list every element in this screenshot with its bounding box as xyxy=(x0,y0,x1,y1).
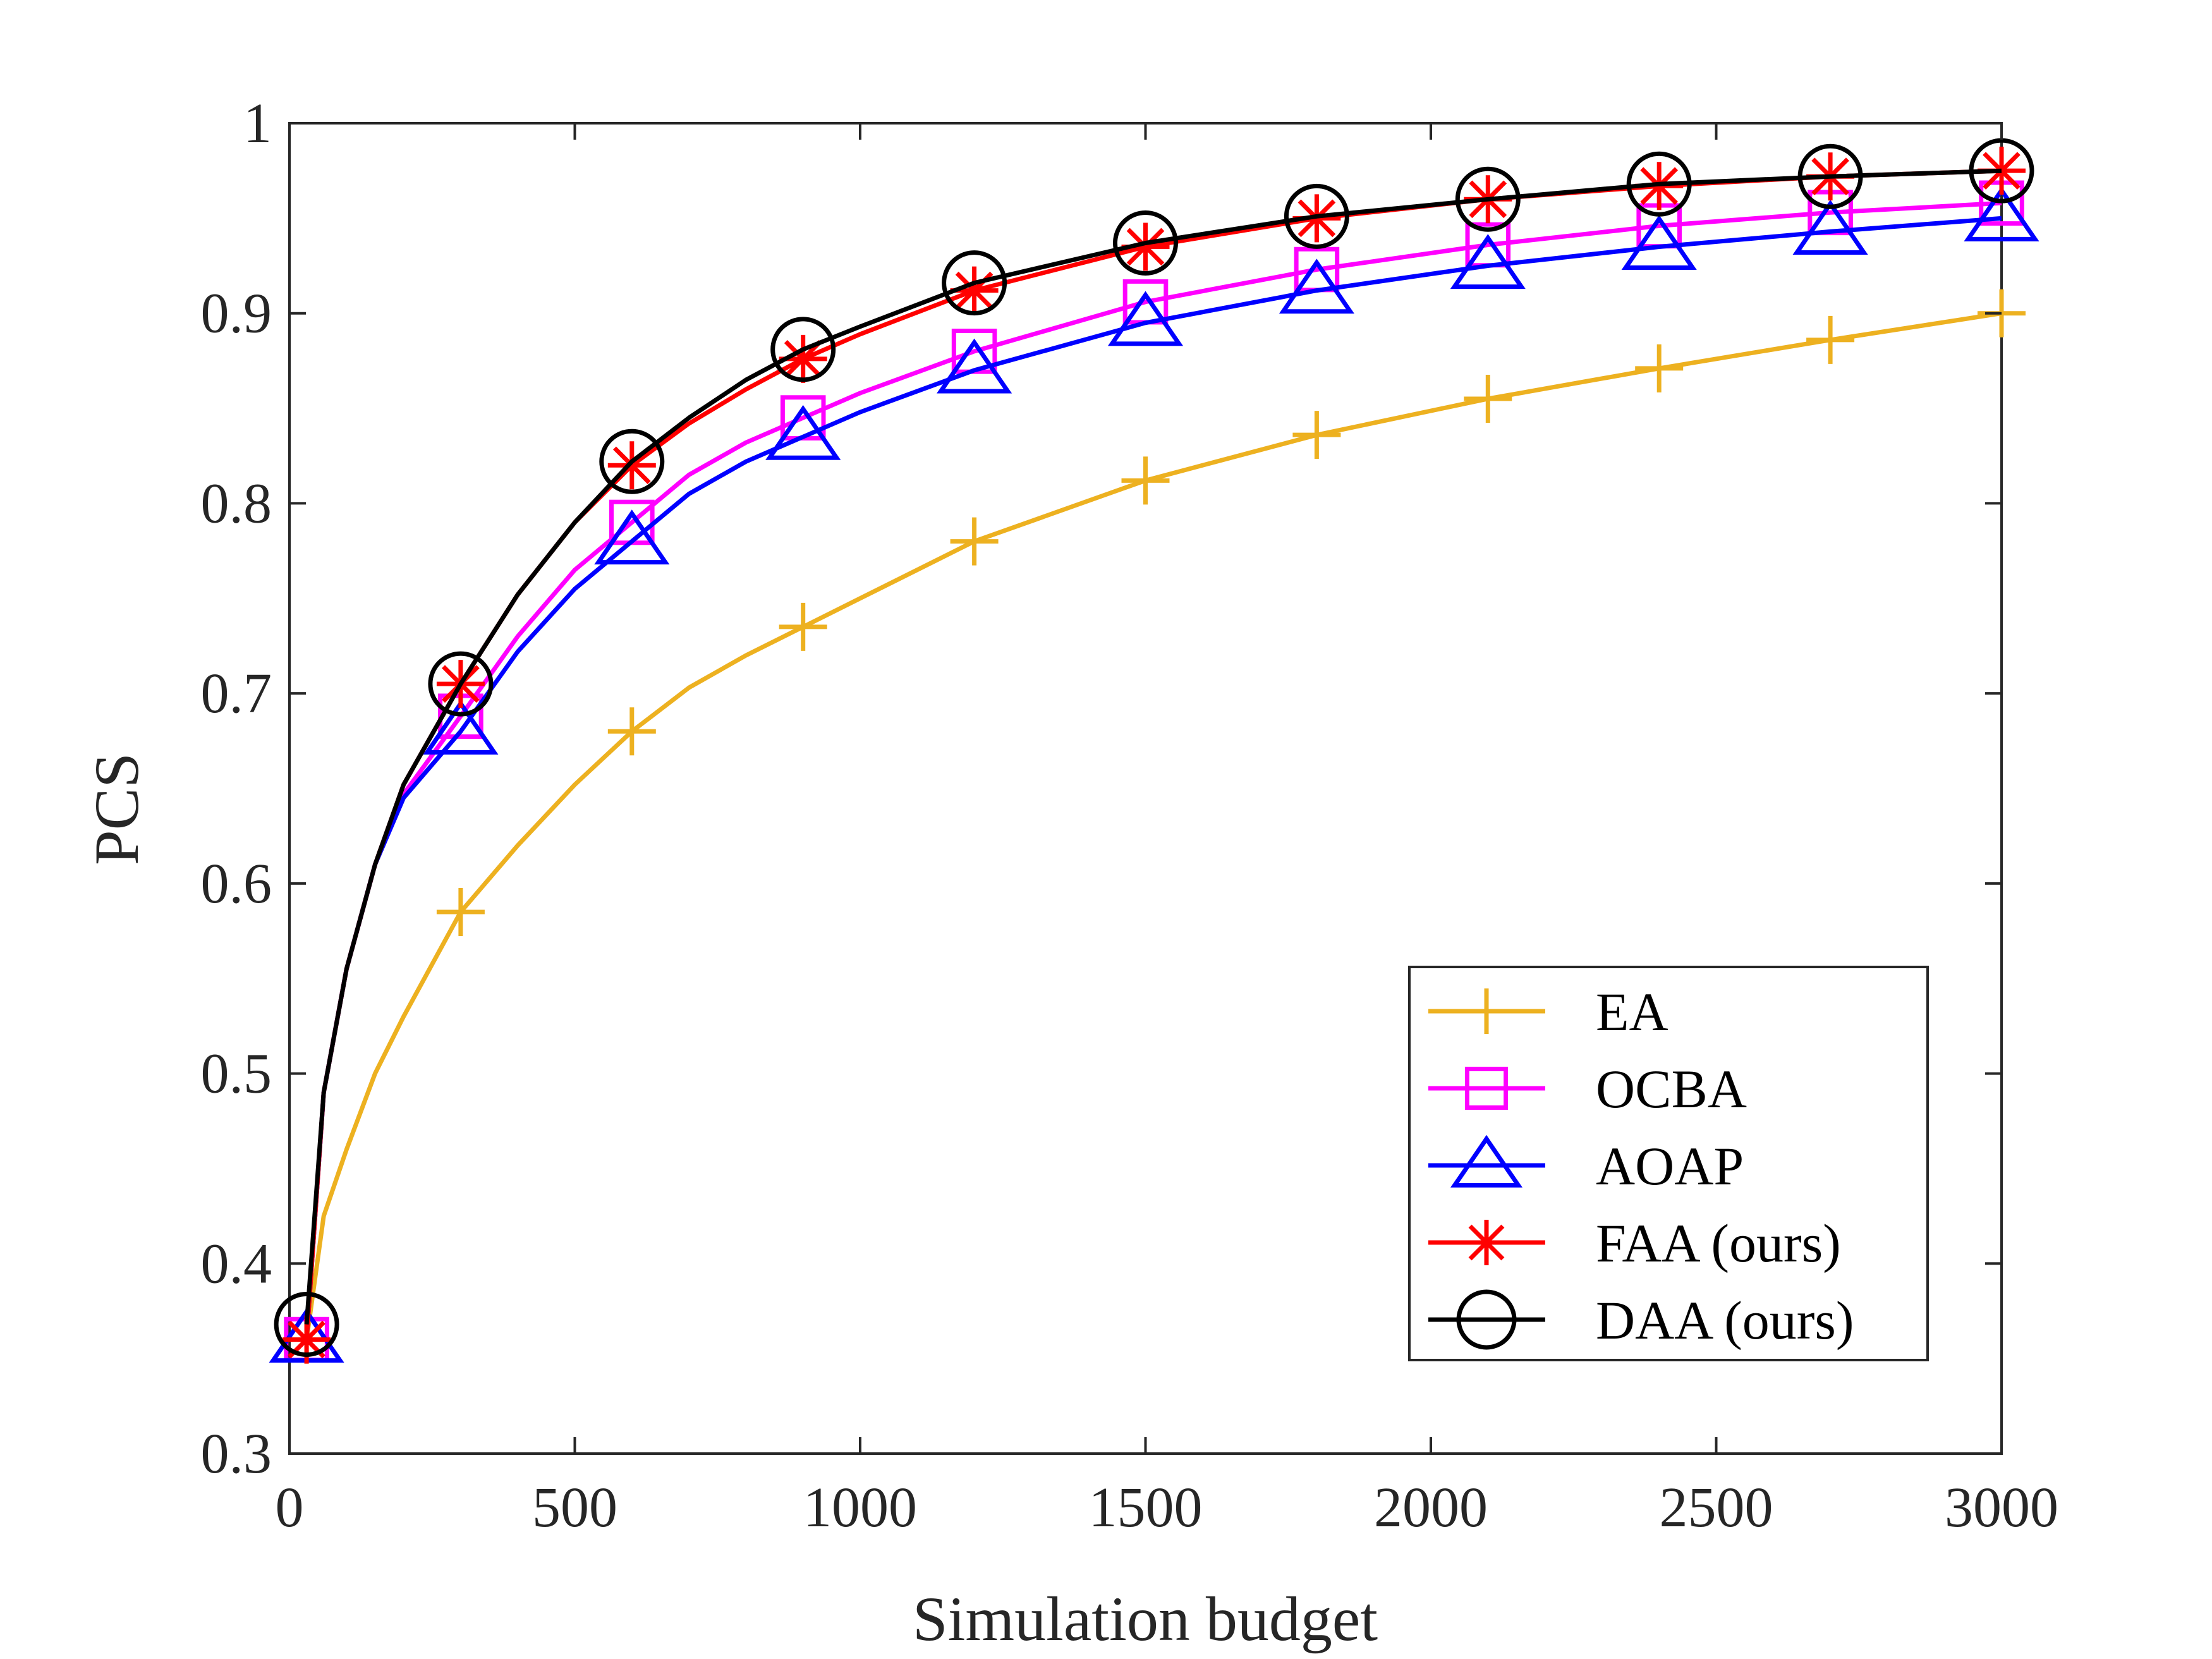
data-point-circle xyxy=(942,250,1007,316)
x-tick-label: 2000 xyxy=(1374,1476,1488,1539)
data-point-circle xyxy=(1284,183,1349,249)
tick-labels: 0 500 1000 1500 2000 2500 3000 0.3 0.4 0.5 0.6 0.7 0… xyxy=(201,92,2059,1539)
data-point-triangle xyxy=(1621,215,1697,270)
data-point-plus xyxy=(436,887,485,936)
legend-label: OCBA xyxy=(1596,1059,1747,1119)
data-point-triangle xyxy=(1450,1134,1523,1188)
data-point-plus xyxy=(1292,411,1341,459)
data-point-plus xyxy=(1635,344,1684,392)
data-point-plus xyxy=(1464,988,1509,1034)
data-point-plus xyxy=(1806,315,1855,364)
legend-entry: OCBA xyxy=(1428,1059,1747,1119)
data-point-circle xyxy=(1455,166,1521,232)
legend-entry: DAA (ours) xyxy=(1428,1289,1854,1351)
x-tick-label: 1000 xyxy=(803,1476,917,1539)
y-tick-label: 0.5 xyxy=(201,1043,272,1105)
series-line xyxy=(304,311,2002,1340)
data-point-plus xyxy=(779,602,827,651)
y-tick-label: 0.6 xyxy=(201,853,272,915)
data-point-circle xyxy=(1113,210,1178,276)
data-point-triangle xyxy=(594,509,670,565)
legend-entry: AOAP xyxy=(1428,1134,1744,1196)
legend: EA OCBA AOAP FAA (ours) DAA (ours) xyxy=(1408,966,1929,1361)
data-point-plus xyxy=(607,707,656,756)
data-point-plus xyxy=(950,517,999,566)
legend-label: EA xyxy=(1596,981,1668,1042)
data-point-circle xyxy=(599,428,665,494)
legend-label: AOAP xyxy=(1596,1136,1744,1196)
x-tick-label: 0 xyxy=(276,1476,304,1539)
data-point-circle xyxy=(1969,138,2034,204)
legend-label: DAA (ours) xyxy=(1596,1290,1854,1351)
data-point-triangle xyxy=(1107,291,1184,346)
data-point-circle xyxy=(274,1292,339,1358)
x-tick-label: 500 xyxy=(532,1476,617,1539)
series-ea xyxy=(283,289,2026,1364)
legend-entry: EA xyxy=(1428,981,1668,1042)
data-point-triangle xyxy=(1450,234,1526,289)
data-point-circle xyxy=(428,651,494,717)
x-tick-label: 3000 xyxy=(1945,1476,2058,1539)
y-axis-title: PCS xyxy=(82,753,152,865)
data-point-circle xyxy=(1456,1289,1517,1350)
data-point-asterisk xyxy=(1464,1220,1509,1265)
data-point-circle xyxy=(1626,151,1692,217)
data-point-circle xyxy=(770,317,836,382)
data-point-triangle xyxy=(423,699,499,755)
series-layer xyxy=(269,138,2039,1364)
series-daa-ours xyxy=(274,138,2034,1358)
x-tick-label: 2500 xyxy=(1660,1476,1773,1539)
x-axis-title: Simulation budget xyxy=(913,1584,1378,1654)
data-point-circle xyxy=(1797,143,1863,209)
data-point-triangle xyxy=(1964,186,2039,241)
x-tick-label: 1500 xyxy=(1089,1476,1203,1539)
y-tick-label: 0.8 xyxy=(201,472,272,535)
data-point-square xyxy=(1464,1066,1509,1110)
y-tick-label: 0.7 xyxy=(201,662,272,725)
legend-label: FAA (ours) xyxy=(1596,1213,1841,1273)
y-tick-label: 0.3 xyxy=(201,1423,272,1485)
data-point-triangle xyxy=(937,338,1012,394)
data-point-plus xyxy=(1121,456,1170,505)
y-tick-label: 1 xyxy=(243,92,272,155)
y-tick-label: 0.4 xyxy=(201,1232,272,1295)
y-tick-label: 0.9 xyxy=(201,283,272,345)
data-point-triangle xyxy=(765,404,841,460)
data-point-triangle xyxy=(1792,200,1868,255)
data-point-plus xyxy=(1464,375,1512,423)
legend-entry: FAA (ours) xyxy=(1428,1213,1841,1273)
data-point-triangle xyxy=(1279,258,1354,314)
